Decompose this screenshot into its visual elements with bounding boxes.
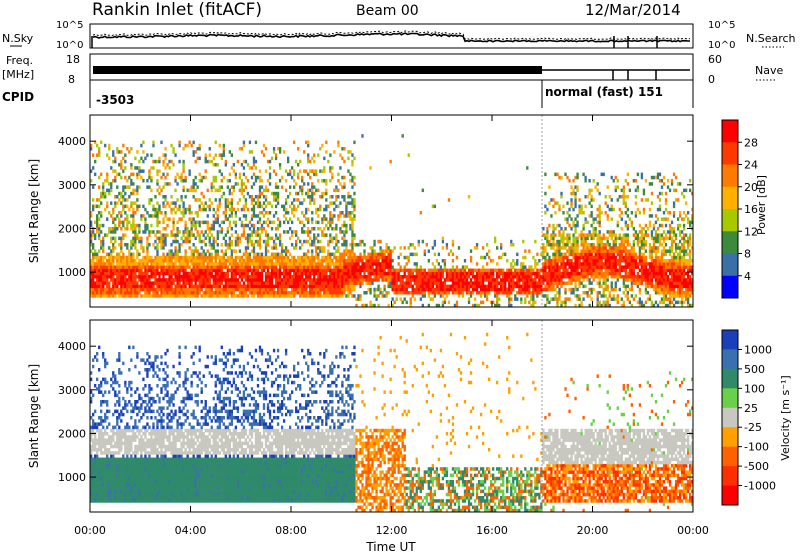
velocity-colorbar-swatch (722, 485, 738, 506)
power-colorbar-swatch (722, 120, 738, 143)
velocity-colorbar-swatch (722, 368, 738, 389)
velocity-colorbar-swatch (722, 349, 738, 370)
x-tick-label: 04:00 (175, 524, 207, 537)
power-ylabel: Slant Range [km] (27, 159, 41, 263)
power-colorbar-swatch (722, 186, 738, 210)
power-colorbar-tick: 12 (744, 225, 758, 238)
freq-tick-top: 18 (66, 53, 80, 66)
velocity-colorbar-tick: 25 (744, 402, 758, 415)
nsky-tick-bottom: 10^0 (56, 40, 83, 51)
velocity-colorbar-swatch (722, 388, 738, 409)
power-colorbar-tick: 4 (744, 270, 751, 283)
velocity-colorbar-swatch (722, 407, 738, 428)
velocity-colorbar-tick: 1000 (744, 343, 772, 356)
x-tick-label: 00:00 (677, 524, 709, 537)
velocity-ytick: 3000 (58, 384, 86, 397)
cpid-value-1: -3503 (96, 93, 134, 107)
power-ytick: 2000 (58, 222, 86, 235)
date-label: 12/Mar/2014 (585, 1, 681, 19)
nave-tick-bottom: 0 (708, 73, 715, 86)
nsearch-tick-top: 10^5 (708, 20, 735, 31)
power-colorbar-tick: 20 (744, 181, 758, 194)
velocity-colorbar-tick: -1000 (744, 480, 776, 493)
velocity-colorbar-tick: -100 (744, 441, 769, 454)
power-colorbar-tick: 24 (744, 159, 758, 172)
power-colorbar-swatch (722, 164, 738, 188)
x-tick-label: 16:00 (476, 524, 508, 537)
x-tick-label: 20:00 (577, 524, 609, 537)
beam-label: Beam 00 (356, 3, 419, 19)
power-colorbar-tick: 28 (744, 136, 758, 149)
power-ytick: 4000 (58, 135, 86, 148)
power-ytick: 1000 (58, 266, 86, 279)
velocity-colorbar-tick: 100 (744, 382, 765, 395)
nsky-label: N.Sky (2, 32, 34, 45)
x-tick-label: 08:00 (275, 524, 307, 537)
nsky-tick-top: 10^5 (56, 20, 83, 31)
power-colorbar-swatch (722, 253, 738, 277)
power-colorbar-swatch (722, 209, 738, 232)
velocity-ytick: 2000 (58, 427, 86, 440)
nave-tick-top: 60 (708, 53, 722, 66)
x-axis-label: Time UT (365, 540, 416, 554)
power-colorbar-swatch (722, 275, 738, 299)
power-colorbar-swatch (722, 142, 738, 165)
velocity-colorbar-label: Velocity [m s⁻¹] (779, 375, 792, 460)
power-colorbar-tick: 8 (744, 248, 751, 261)
velocity-colorbar-swatch (722, 466, 738, 486)
power-ytick: 3000 (58, 179, 86, 192)
velocity-colorbar-swatch (722, 427, 738, 448)
station-title: Rankin Inlet (fitACF) (92, 0, 262, 20)
freq-series (93, 66, 542, 74)
power-colorbar-swatch (722, 231, 738, 254)
power-colorbar: 28 24 20 16 12 8 4 (721, 119, 758, 299)
velocity-heatmap (90, 332, 693, 512)
cpid-value-2: normal (fast) 151 (545, 85, 663, 99)
velocity-colorbar-swatch (722, 446, 738, 467)
power-colorbar-label: Power [dB] (755, 175, 768, 235)
velocity-ytick: 1000 (58, 471, 86, 484)
velocity-ytick: 4000 (58, 340, 86, 353)
freq-unit: [MHz] (2, 68, 34, 81)
velocity-colorbar-tick: -500 (744, 460, 769, 473)
power-panel: 1000 2000 3000 4000 Slant Range [km] (27, 114, 694, 308)
freq-label: Freq. (6, 54, 33, 67)
x-tick-label: 00:00 (74, 524, 106, 537)
x-tick-label: 12:00 (376, 524, 408, 537)
nsearch-series (92, 30, 690, 41)
velocity-ylabel: Slant Range [km] (27, 364, 41, 468)
cpid-row: CPID -3503 normal (fast) 151 (2, 80, 694, 108)
velocity-colorbar-tick: 500 (744, 363, 765, 376)
freq-tick-bottom: 8 (68, 73, 75, 86)
velocity-colorbar: 1000 500 100 25 -25 -100 -500 -1000 (721, 329, 776, 506)
nsky-panel: N.Sky 10^5 10^0 10^5 10^0 N.Search (2, 20, 796, 51)
freq-panel: Freq. [MHz] 18 8 60 0 Nave (2, 53, 783, 86)
nave-label: Nave (755, 64, 783, 77)
velocity-colorbar-tick: -25 (744, 421, 762, 434)
velocity-panel: 1000 2000 3000 4000 Slant Range [km] 00:00 0… (27, 115, 709, 554)
nsky-series (92, 32, 690, 43)
power-colorbar-tick: 16 (744, 203, 758, 216)
nsearch-tick-bottom: 10^0 (708, 40, 735, 51)
nsearch-label: N.Search (746, 32, 796, 45)
power-heatmap (90, 134, 693, 307)
cpid-label: CPID (2, 90, 34, 104)
velocity-colorbar-swatch (722, 330, 738, 350)
